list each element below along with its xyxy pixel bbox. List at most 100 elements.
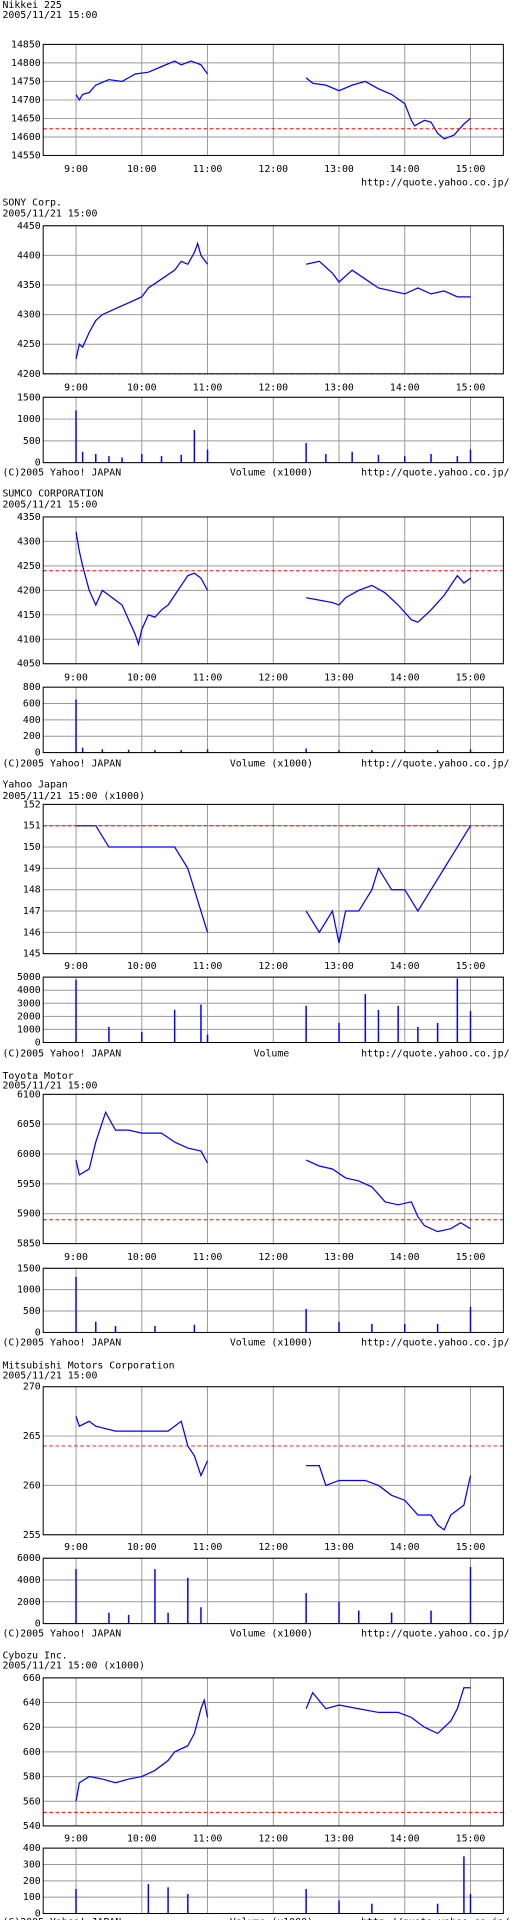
y-tick-label: 5850 <box>17 1239 41 1250</box>
volume-bar <box>364 994 367 1043</box>
volume-bar <box>114 1326 117 1333</box>
y-tick-label: 400 <box>23 1843 41 1854</box>
source-url: http://quote.yahoo.co.jp/ <box>361 1917 509 1920</box>
volume-bar <box>305 1308 307 1333</box>
x-tick-label: 9:00 <box>64 382 88 393</box>
y-tick-label: 270 <box>23 1382 41 1393</box>
y-tick-label: 4350 <box>17 280 41 291</box>
plot-border <box>42 803 504 955</box>
plot-border <box>42 1677 504 1827</box>
volume-bar <box>193 1324 196 1333</box>
y-tick-label: 6000 <box>17 1149 41 1160</box>
x-tick-label: 12:00 <box>258 961 288 972</box>
volume-bar <box>351 451 353 463</box>
x-tick-label: 15:00 <box>456 961 486 972</box>
chart-subtitle: 2005/11/21 15:00 <box>2 10 97 21</box>
x-tick-label: 13:00 <box>324 1542 354 1553</box>
y-tick-label: 2000 <box>17 1011 41 1022</box>
volume-bar <box>430 453 432 463</box>
volume-bar <box>141 453 143 463</box>
y-tick-label: 14700 <box>11 95 41 106</box>
chart-subtitle: 2005/11/21 15:00 <box>2 500 97 511</box>
y-tick-label: 1500 <box>17 1263 41 1274</box>
volume-bar <box>469 1893 472 1914</box>
x-tick-label: 9:00 <box>64 1252 88 1263</box>
volume-label: Volume (x1000) <box>230 1337 313 1348</box>
x-tick-label: 9:00 <box>64 1833 88 1844</box>
y-tick-label: 4200 <box>17 369 41 380</box>
price-line <box>75 60 471 140</box>
volume-bar <box>108 456 110 463</box>
volume-bar <box>187 1893 189 1914</box>
y-tick-label: 4250 <box>17 561 41 572</box>
volume-bar <box>75 1889 77 1914</box>
volume-bar <box>436 1903 439 1914</box>
y-tick-label: 152 <box>23 799 41 810</box>
plot-border <box>42 1386 504 1536</box>
volume-bar <box>469 1566 472 1624</box>
source-url: http://quote.yahoo.co.jp/ <box>361 1049 509 1060</box>
y-tick-label: 147 <box>23 906 41 917</box>
volume-bar <box>371 750 373 753</box>
y-tick-label: 0 <box>35 1038 41 1049</box>
x-tick-label: 13:00 <box>324 672 354 683</box>
source-url: http://quote.yahoo.co.jp/ <box>361 468 509 479</box>
y-tick-label: 148 <box>23 885 41 896</box>
volume-bar <box>108 1026 110 1043</box>
x-tick-label: 12:00 <box>258 1252 288 1263</box>
volume-bar <box>154 750 156 753</box>
y-tick-label: 151 <box>23 821 41 832</box>
price-line <box>76 825 472 944</box>
y-tick-label: 0 <box>35 1909 41 1920</box>
source-url: http://quote.yahoo.co.jp/ <box>361 1337 509 1348</box>
x-tick-label: 9:00 <box>64 1542 88 1553</box>
x-tick-label: 13:00 <box>324 1252 354 1263</box>
x-tick-label: 14:00 <box>390 1252 420 1263</box>
volume-bar <box>338 1321 340 1333</box>
y-tick-label: 4350 <box>17 512 41 523</box>
volume-bar <box>305 443 307 463</box>
volume-label: Volume (x1000) <box>230 1917 313 1920</box>
volume-bar <box>371 1323 373 1333</box>
volume-bar <box>377 1009 380 1043</box>
x-tick-label: 10:00 <box>127 382 157 393</box>
volume-bar <box>121 457 123 463</box>
volume-bar <box>141 1032 143 1043</box>
volume-bar <box>305 1593 307 1624</box>
price-line <box>75 241 471 360</box>
volume-bar <box>469 749 472 753</box>
x-tick-label: 13:00 <box>324 382 354 393</box>
copyright: (C)2005 Yahoo! JAPAN <box>2 1917 121 1920</box>
y-tick-label: 4250 <box>17 339 41 350</box>
chart-title: Nikkei 225 <box>2 0 61 11</box>
y-tick-label: 600 <box>23 1747 41 1758</box>
volume-bar <box>200 1607 202 1624</box>
volume-bar <box>436 1323 439 1333</box>
y-tick-label: 0 <box>35 748 41 759</box>
chart-title: Cybozu Inc. <box>2 1651 67 1662</box>
y-tick-label: 146 <box>23 927 41 938</box>
x-tick-label: 14:00 <box>390 164 420 175</box>
y-tick-label: 4050 <box>17 659 41 670</box>
plot-border <box>42 43 504 156</box>
volume-bar <box>167 1612 169 1624</box>
x-tick-label: 15:00 <box>456 1833 486 1844</box>
volume-bar <box>338 1601 340 1624</box>
volume-bar <box>305 1005 307 1043</box>
volume-bar <box>160 456 163 463</box>
price-line <box>75 1687 471 1802</box>
chart-subtitle: 2005/11/21 15:00 <box>2 1081 97 1092</box>
y-tick-label: 5950 <box>17 1179 41 1190</box>
plot-border <box>42 1557 504 1625</box>
volume-bar <box>338 750 340 753</box>
volume-bar <box>430 1610 432 1624</box>
x-tick-label: 12:00 <box>258 672 288 683</box>
volume-bar <box>75 1569 77 1624</box>
y-tick-label: 4450 <box>17 221 41 232</box>
volume-bar <box>436 1022 439 1043</box>
y-tick-label: 640 <box>23 1698 41 1709</box>
volume-bar <box>173 1009 176 1043</box>
volume-bar <box>469 1306 472 1333</box>
plot-border <box>42 396 504 464</box>
